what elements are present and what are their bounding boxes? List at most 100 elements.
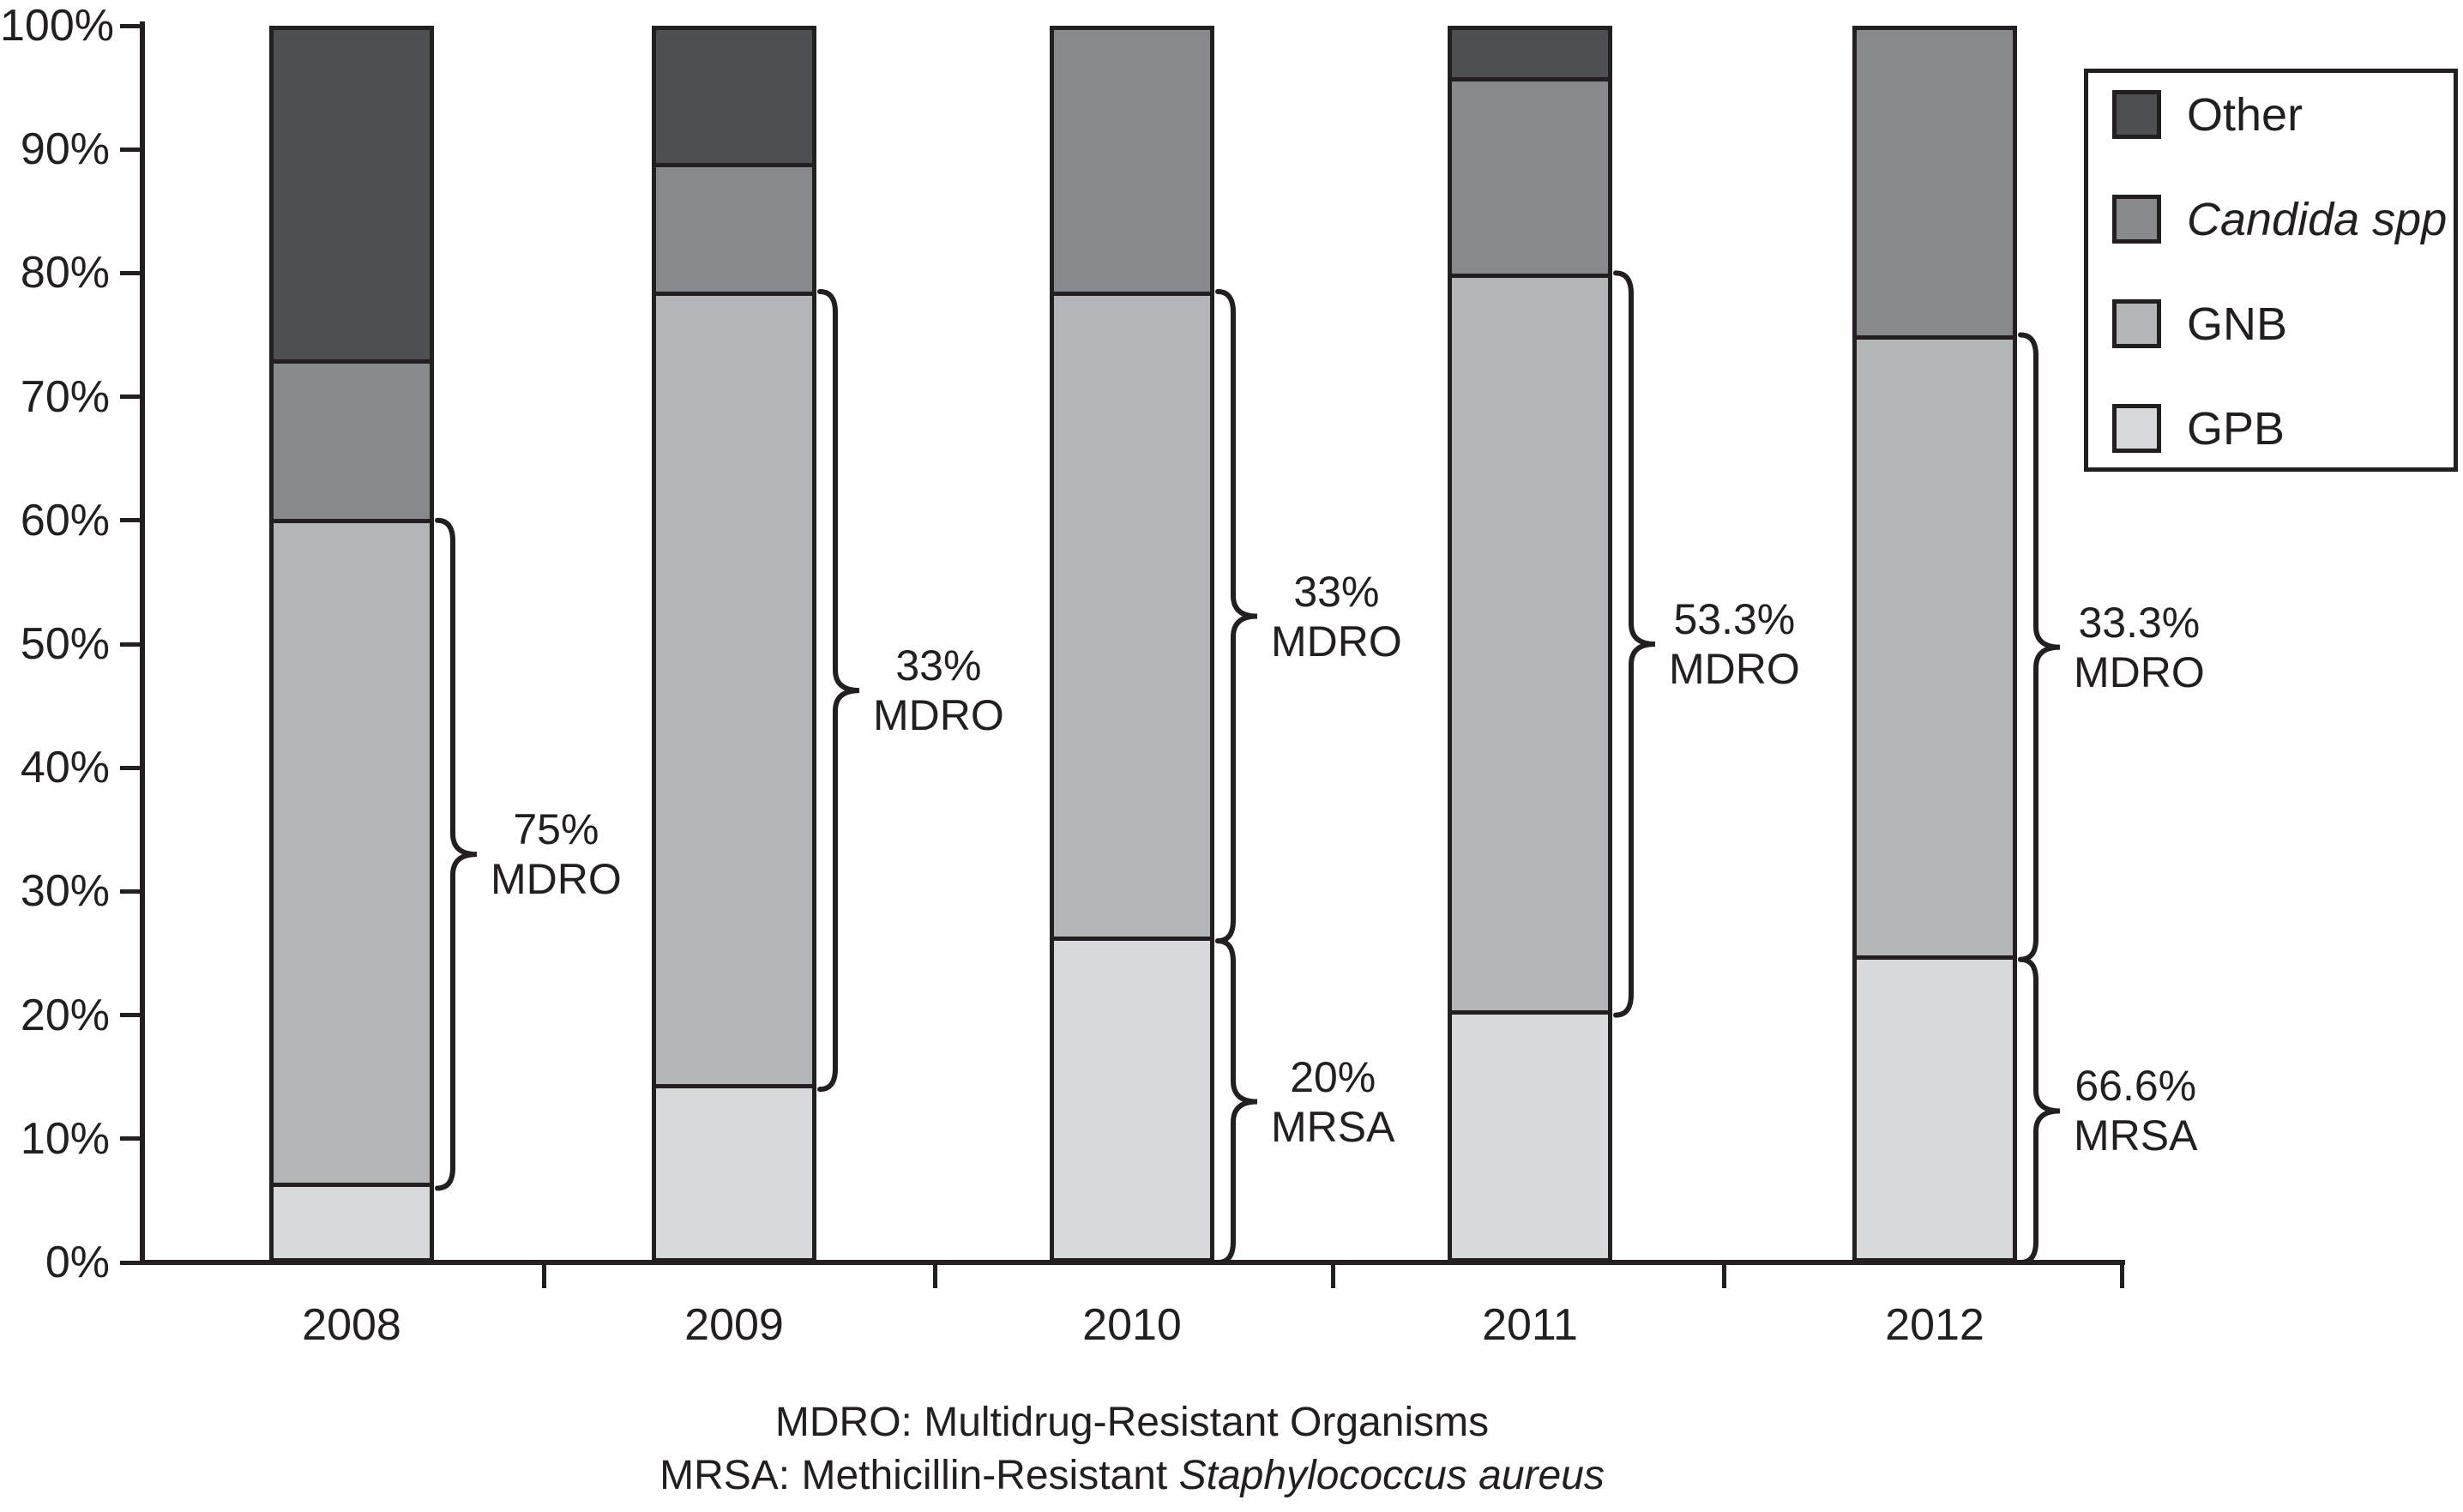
segment-candida-spp <box>1054 30 1210 294</box>
segment-divider <box>1452 1010 1608 1015</box>
segment-gnb <box>274 521 430 1185</box>
y-tick <box>120 889 142 894</box>
annotation-percent: 75% <box>513 805 599 854</box>
y-tick-label: 100% <box>0 1 114 51</box>
y-tick <box>120 395 142 400</box>
bar-2010 <box>1050 26 1214 1262</box>
y-tick <box>120 270 142 275</box>
annotation-2010-mdro: 33% MDRO <box>1271 567 1402 666</box>
segment-gpb <box>1452 1012 1608 1258</box>
segment-gpb <box>1857 957 2013 1258</box>
annotation-2008-mdro: 75% MDRO <box>491 804 622 904</box>
legend-label-gnb: GNB <box>2187 298 2288 350</box>
x-axis-line <box>140 1260 2125 1265</box>
legend-item-gpb: GPB <box>2088 404 2454 453</box>
y-tick <box>120 765 142 770</box>
segment-gpb <box>1054 938 1210 1258</box>
y-tick <box>120 1013 142 1018</box>
x-tick <box>1722 1262 1726 1288</box>
brace-2008-mdro <box>435 517 478 1191</box>
annotation-term: MRSA <box>2074 1111 2198 1160</box>
annotation-2012-mrsa: 66.6% MRSA <box>2074 1061 2197 1160</box>
legend-item-candida-spp: Candida spp <box>2088 195 2454 244</box>
segment-gpb <box>274 1184 430 1258</box>
year-label-2010: 2010 <box>1082 1300 1182 1350</box>
annotation-2012-mdro: 33.3% MDRO <box>2074 598 2205 697</box>
y-tick-label: 50% <box>20 619 110 669</box>
y-tick-label: 30% <box>20 866 110 917</box>
annotation-term: MDRO <box>2074 648 2205 696</box>
footnote-line-2-species: Staphylococcus aureus <box>1178 1453 1605 1498</box>
bar-2011 <box>1448 26 1612 1262</box>
footnote-line-2: MRSA: Methicillin-Resistant Staphylococc… <box>0 1449 2264 1503</box>
footnote-line-1: MDRO: Multidrug-Resistant Organisms <box>774 1400 1490 1445</box>
segment-divider <box>1857 334 2013 340</box>
brace-2012-mdro <box>2018 332 2061 962</box>
segment-divider <box>656 1084 812 1089</box>
legend-item-other: Other <box>2088 90 2454 139</box>
segment-divider <box>274 1182 430 1187</box>
footnote-line-2-prefix: MRSA: Methicillin-Resistant <box>659 1453 1179 1498</box>
segment-candida-spp <box>1857 30 2013 337</box>
year-label-2012: 2012 <box>1885 1300 1984 1350</box>
annotation-percent: 20% <box>1290 1052 1376 1101</box>
brace-2012-mrsa <box>2018 956 2061 1265</box>
segment-divider <box>274 519 430 524</box>
y-tick-label: 10% <box>20 1113 110 1164</box>
y-tick-label: 90% <box>20 124 110 175</box>
segment-other <box>1452 30 1608 80</box>
segment-divider <box>1857 955 2013 960</box>
brace-2009-mdro <box>817 289 860 1093</box>
bar-2012 <box>1852 26 2017 1262</box>
segment-candida-spp <box>1452 79 1608 276</box>
segment-divider <box>274 359 430 364</box>
legend-swatch-other <box>2112 90 2161 139</box>
legend: Other Candida spp GNB GPB <box>2084 69 2458 472</box>
segment-candida-spp <box>656 165 812 294</box>
brace-2010-mrsa <box>1215 938 1258 1265</box>
legend-swatch-gnb <box>2112 299 2161 348</box>
y-tick-label: 40% <box>20 743 110 793</box>
legend-label-gpb: GPB <box>2187 402 2285 455</box>
annotation-percent: 33% <box>895 642 982 690</box>
y-tick <box>120 642 142 647</box>
annotation-term: MDRO <box>1271 617 1402 666</box>
annotation-2011-mdro: 53.3% MDRO <box>1669 594 1800 694</box>
annotation-percent: 33% <box>1293 567 1380 616</box>
annotation-term: MDRO <box>491 855 622 904</box>
annotation-term: MDRO <box>1669 645 1800 693</box>
y-tick <box>120 147 142 152</box>
segment-other <box>656 30 812 166</box>
y-tick-label: 60% <box>20 495 110 545</box>
legend-item-gnb: GNB <box>2088 299 2454 348</box>
x-tick <box>542 1262 546 1288</box>
y-tick-label: 70% <box>20 371 110 422</box>
y-tick <box>120 1260 142 1265</box>
legend-swatch-gpb <box>2112 404 2161 453</box>
legend-label-candida-spp: Candida spp <box>2187 193 2448 245</box>
segment-divider <box>1452 76 1608 81</box>
segment-gnb <box>1452 275 1608 1013</box>
bar-2008 <box>269 26 434 1262</box>
annotation-percent: 53.3% <box>1673 595 1796 643</box>
annotation-percent: 66.6% <box>2075 1062 2197 1111</box>
year-label-2009: 2009 <box>684 1300 784 1350</box>
segment-divider <box>1452 273 1608 278</box>
segment-gnb <box>656 293 812 1087</box>
y-tick-label: 80% <box>20 248 110 298</box>
segment-divider <box>656 163 812 168</box>
bar-2009 <box>652 26 816 1262</box>
y-tick <box>120 518 142 523</box>
x-tick <box>933 1262 937 1288</box>
year-label-2011: 2011 <box>1482 1300 1578 1350</box>
segment-divider <box>1054 937 1210 942</box>
x-tick <box>2120 1262 2124 1288</box>
annotation-percent: 33.3% <box>2078 598 2201 647</box>
segment-gnb <box>1857 337 2013 958</box>
legend-swatch-candida-spp <box>2112 195 2161 244</box>
y-tick-label: 0% <box>45 1238 110 1287</box>
segment-gpb <box>656 1086 812 1258</box>
annotation-2010-mrsa: 20% MRSA <box>1271 1052 1394 1152</box>
brace-2011-mdro <box>1613 270 1656 1018</box>
